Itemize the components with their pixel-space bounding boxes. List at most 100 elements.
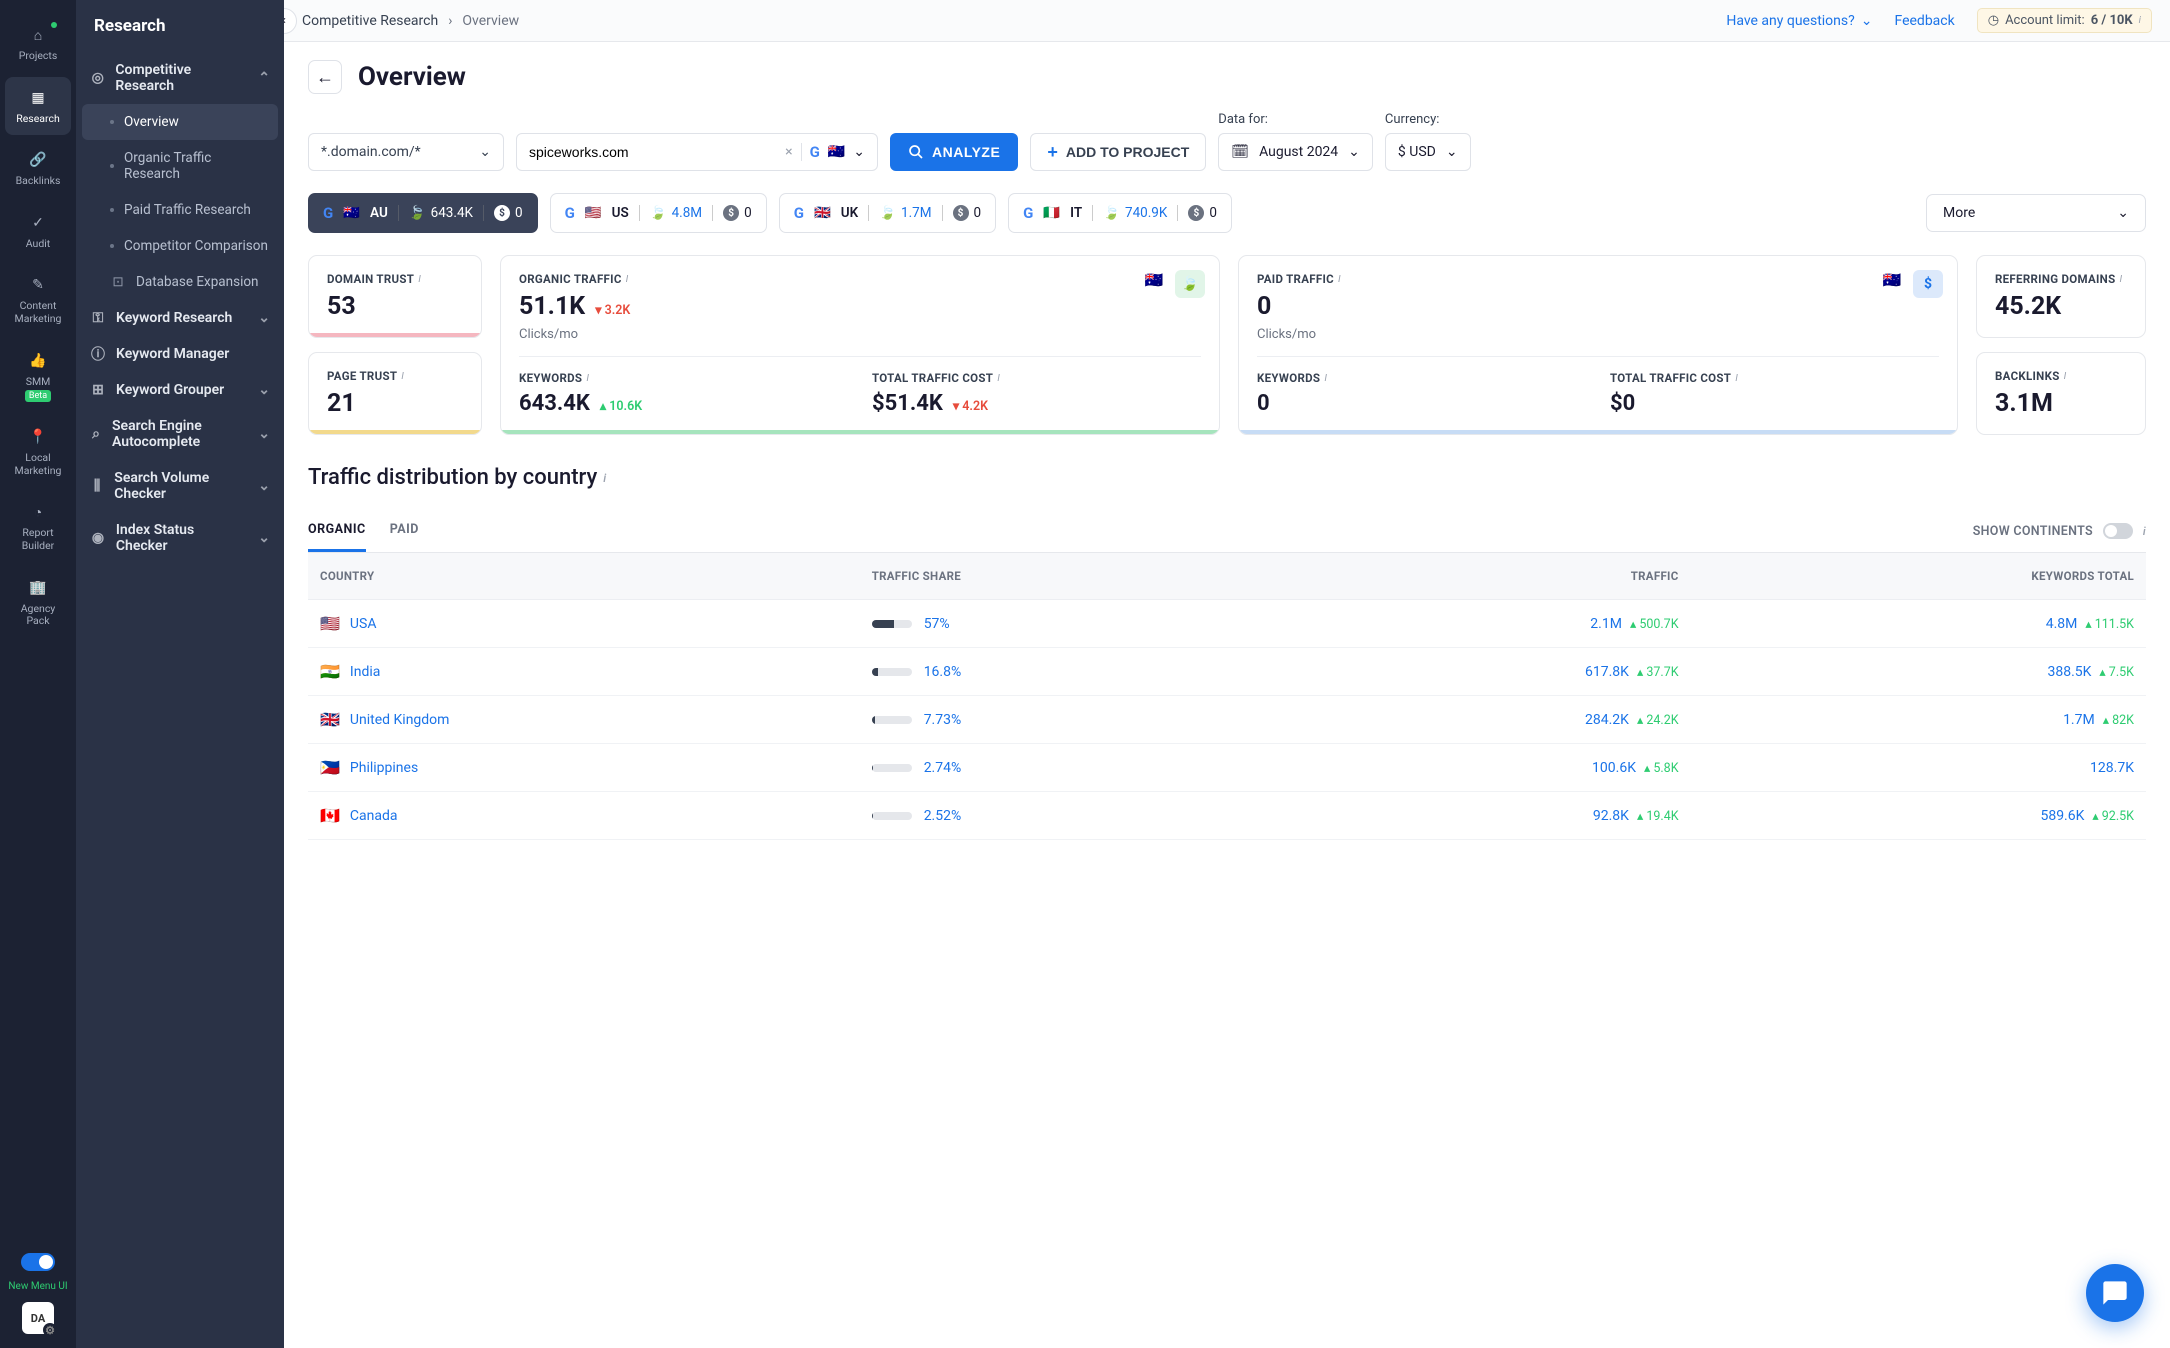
leaf-icon: 🍃 [1175,270,1205,298]
show-continents-toggle[interactable] [2103,523,2133,539]
tree-paid[interactable]: Paid Traffic Research [76,192,284,228]
new-ui-toggle[interactable] [21,1253,55,1271]
info-icon: i [586,373,589,384]
country-link[interactable]: 🇬🇧United Kingdom [320,710,848,729]
home-icon: ⌂ [27,24,49,46]
currency-picker[interactable]: $ USD⌄ [1385,133,1471,171]
card-page-trust[interactable]: PAGE TRUSTi 21 [308,352,482,435]
col-traffic[interactable]: TRAFFIC [1268,553,1691,600]
chevron-down-icon: ⌄ [258,426,270,442]
domain-filter-select[interactable]: *.domain.com/*⌄ [308,133,504,171]
plus-icon: + [1047,142,1058,163]
bars-icon: ⫼ [90,478,104,494]
table-row: 🇬🇧United Kingdom7.73%284.2K▴ 24.2K1.7M▴ … [308,696,2146,744]
table-row: 🇺🇸USA57%2.1M▴ 500.7K4.8M▴ 111.5K [308,600,2146,648]
crumb-2: Overview [462,13,519,29]
building-icon: 🏢 [27,577,49,599]
chevron-down-icon: ⌄ [1446,144,1458,160]
col-keywords[interactable]: KEYWORDS TOTAL [1691,553,2146,600]
tree-db-expand[interactable]: ⊡Database Expansion [76,264,284,300]
group-icon: ⊞ [90,382,106,398]
key-icon: ⚿ [90,310,106,326]
col-country[interactable]: COUNTRY [308,553,860,600]
info-icon: i [2064,371,2067,382]
sidebar: Research ◎Competitive Research⌃ Overview… [76,0,284,1348]
share-bar [872,812,912,820]
chip-it[interactable]: G🇮🇹IT🍃740.9K$0 [1008,193,1232,233]
domain-input[interactable] [529,144,777,160]
account-limit-badge[interactable]: ◷Account limit: 6 / 10Ki [1977,8,2152,33]
rail-backlinks[interactable]: 🔗Backlinks [5,139,71,198]
country-link[interactable]: 🇨🇦Canada [320,806,848,825]
chevron-right-icon: › [448,13,452,29]
leaf-icon: 🍃 [1103,205,1120,221]
info-icon: i [603,471,606,485]
tree-competitor[interactable]: Competitor Comparison [76,228,284,264]
target-icon: ◎ [90,70,105,86]
tab-paid[interactable]: PAID [390,510,419,552]
tree-sv-checker[interactable]: ⫼Search Volume Checker⌄ [76,460,284,512]
domain-input-wrapper: × G 🇦🇺 ⌄ [516,133,878,171]
tab-organic[interactable]: ORGANIC [308,510,366,552]
card-paid-traffic[interactable]: 🇦🇺$ PAID TRAFFICi 0 Clicks/mo KEYWORDSi … [1238,255,1958,435]
tree-organic[interactable]: Organic Traffic Research [76,140,284,192]
feedback-link[interactable]: Feedback [1894,13,1954,29]
tree-kw-manager[interactable]: ⓘKeyword Manager [76,336,284,372]
country-link[interactable]: 🇺🇸USA [320,614,848,633]
chip-uk[interactable]: G🇬🇧UK🍃1.7M$0 [779,193,996,233]
card-domain-trust[interactable]: DOMAIN TRUSTi 53 [308,255,482,338]
collapse-sidebar-button[interactable]: ‹ [284,8,297,34]
chip-more[interactable]: More⌄ [1926,194,2146,232]
tree-kw-research[interactable]: ⚿Keyword Research⌄ [76,300,284,336]
tabbar: ORGANIC PAID SHOW CONTINENTS i [308,510,2146,553]
country-link[interactable]: 🇮🇳India [320,662,848,681]
rail-profile[interactable]: DA [22,1302,54,1334]
chip-au[interactable]: G🇦🇺AU🍃643.4K$0 [308,193,538,233]
tree-overview[interactable]: Overview [82,104,278,140]
rail-agency-pack[interactable]: 🏢Agency Pack [5,567,71,638]
chip-us[interactable]: G🇺🇸US🍃4.8M$0 [550,193,767,233]
col-share[interactable]: TRAFFIC SHARE [860,553,1268,600]
clear-icon[interactable]: × [785,144,792,160]
tree-competitive-research[interactable]: ◎Competitive Research⌃ [76,52,284,104]
country-link[interactable]: 🇵🇭Philippines [320,758,848,777]
delta-down: ▾ 3.2K [595,302,630,318]
tree-kw-grouper[interactable]: ⊞Keyword Grouper⌄ [76,372,284,408]
chevron-down-icon: ⌄ [479,144,491,160]
rail-smm[interactable]: 👍SMMBeta [5,340,71,413]
country-chips: G🇦🇺AU🍃643.4K$0 G🇺🇸US🍃4.8M$0 G🇬🇧UK🍃1.7M$0 G🇮… [308,193,2146,233]
search-icon: ⌕ [90,426,102,442]
card-referring-domains[interactable]: REFERRING DOMAINSi 45.2K [1976,255,2146,338]
tree-index-status[interactable]: ◉Index Status Checker⌄ [76,512,284,564]
flag-icon: 🇵🇭 [320,758,340,777]
crumb-1[interactable]: Competitive Research [302,13,438,29]
table-row: 🇮🇳India16.8%617.8K▴ 37.7K388.5K▴ 7.5K [308,648,2146,696]
info-icon: i [1735,373,1738,384]
chevron-down-icon: ⌄ [258,530,270,546]
rail-content-marketing[interactable]: ✎Content Marketing [5,264,71,335]
info-icon: i [401,371,404,382]
analyze-button[interactable]: ANALYZE [890,133,1018,171]
info-icon: i [2143,525,2146,538]
card-backlinks[interactable]: BACKLINKSi 3.1M [1976,352,2146,435]
chat-button[interactable] [2086,1264,2144,1322]
date-picker[interactable]: 🗓August 2024⌄ [1218,133,1373,171]
questions-link[interactable]: Have any questions?⌄ [1726,13,1872,29]
leaf-icon: 🍃 [879,205,896,221]
back-button[interactable]: ← [308,60,342,94]
chevron-down-icon[interactable]: ⌄ [853,144,865,160]
rail-projects[interactable]: ⌂Projects [5,14,71,73]
add-to-project-button[interactable]: +ADD TO PROJECT [1030,133,1206,171]
rail-report-builder[interactable]: ◔Report Builder [5,491,71,562]
nav-rail: ⌂Projects ▦Research 🔗Backlinks ✓Audit ✎C… [0,0,76,1348]
info-icon: i [2119,274,2122,285]
chevron-up-icon: ⌃ [258,70,270,86]
tree-se-auto[interactable]: ⌕Search Engine Autocomplete⌄ [76,408,284,460]
google-icon: G [565,204,575,222]
info-icon: i [1324,373,1327,384]
rail-research[interactable]: ▦Research [5,77,71,136]
rail-audit[interactable]: ✓Audit [5,202,71,261]
card-organic-traffic[interactable]: 🇦🇺🍃 ORGANIC TRAFFICi 51.1K▾ 3.2K Clicks/… [500,255,1220,435]
rail-local-marketing[interactable]: 📍Local Marketing [5,416,71,487]
show-continents-label: SHOW CONTINENTS [1973,524,2093,539]
